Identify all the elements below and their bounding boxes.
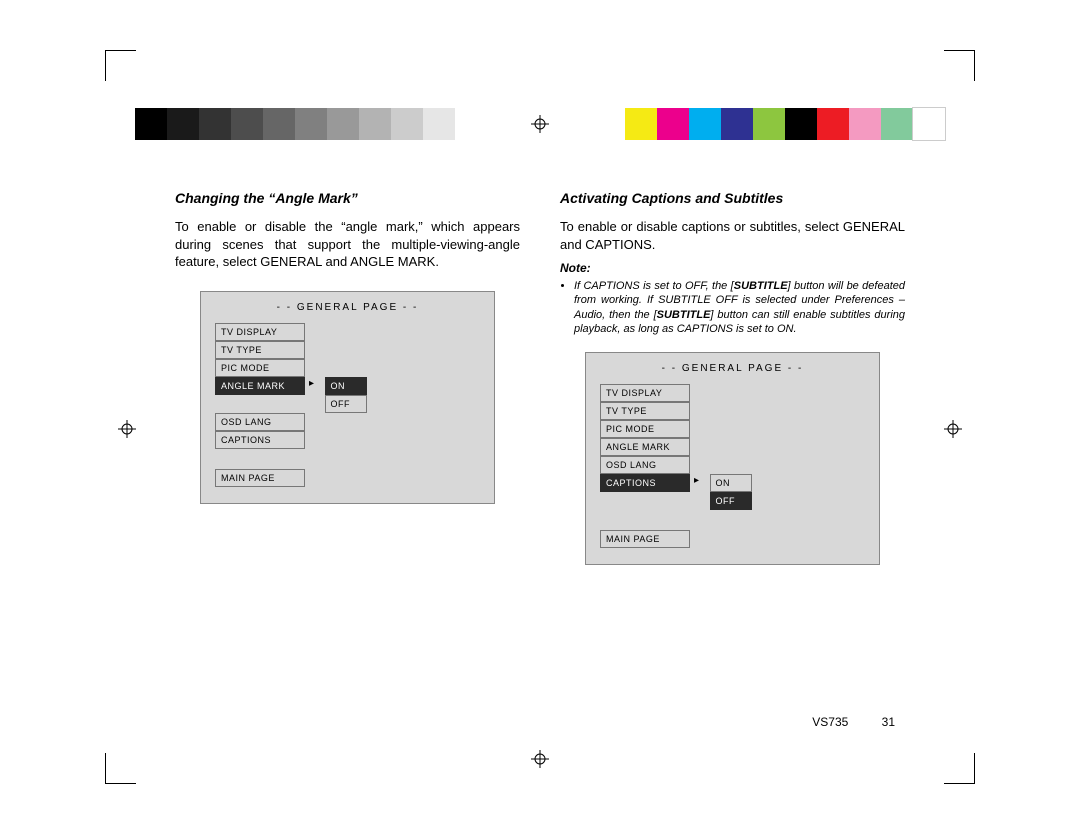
osd-option: ON bbox=[325, 377, 367, 395]
model-number: VS735 bbox=[812, 715, 848, 729]
swatch bbox=[327, 108, 359, 140]
swatch bbox=[849, 108, 881, 140]
crop-mark bbox=[944, 753, 975, 784]
registration-target-icon bbox=[531, 750, 549, 768]
osd-row: TV TYPE bbox=[215, 341, 480, 359]
crop-mark bbox=[105, 50, 136, 81]
osd-item: PIC MODE bbox=[215, 359, 305, 377]
osd-item: CAPTIONS bbox=[215, 431, 305, 449]
swatch bbox=[359, 108, 391, 140]
swatch bbox=[689, 108, 721, 140]
osd-title: - - GENERAL PAGE - - bbox=[215, 302, 480, 313]
grayscale-calibration-bar bbox=[135, 108, 455, 140]
right-column: Activating Captions and Subtitles To ena… bbox=[560, 190, 905, 565]
swatch bbox=[881, 108, 913, 140]
osd-row: PIC MODE bbox=[600, 420, 865, 438]
osd-row: OSD LANG bbox=[215, 413, 480, 431]
osd-row: ANGLE MARK▸ONOFF bbox=[215, 377, 480, 413]
swatch bbox=[199, 108, 231, 140]
osd-row: CAPTIONS bbox=[215, 431, 480, 449]
osd-row: OSD LANG bbox=[600, 456, 865, 474]
swatch bbox=[657, 108, 689, 140]
osd-title: - - GENERAL PAGE - - bbox=[600, 363, 865, 374]
osd-row: PIC MODE bbox=[215, 359, 480, 377]
swatch bbox=[913, 108, 945, 140]
osd-items: TV DISPLAYTV TYPEPIC MODEANGLE MARK▸ONOF… bbox=[215, 323, 480, 449]
osd-row: CAPTIONS▸ONOFF bbox=[600, 474, 865, 510]
osd-item: ANGLE MARK bbox=[600, 438, 690, 456]
osd-row: TV DISPLAY bbox=[600, 384, 865, 402]
crop-mark bbox=[944, 50, 975, 81]
osd-row: TV DISPLAY bbox=[215, 323, 480, 341]
osd-menu-captions: - - GENERAL PAGE - - TV DISPLAYTV TYPEPI… bbox=[585, 352, 880, 565]
osd-row: TV TYPE bbox=[600, 402, 865, 420]
swatch bbox=[263, 108, 295, 140]
osd-item: ANGLE MARK bbox=[215, 377, 305, 395]
swatch bbox=[625, 108, 657, 140]
osd-row: ANGLE MARK bbox=[600, 438, 865, 456]
registration-target-icon bbox=[531, 115, 549, 133]
body-paragraph: To enable or disable captions or subtitl… bbox=[560, 218, 905, 253]
swatch bbox=[391, 108, 423, 140]
swatch bbox=[231, 108, 263, 140]
body-paragraph: To enable or disable the “angle mark,” w… bbox=[175, 218, 520, 271]
osd-item: TV TYPE bbox=[215, 341, 305, 359]
osd-item: OSD LANG bbox=[600, 456, 690, 474]
osd-item: PIC MODE bbox=[600, 420, 690, 438]
osd-menu-angle-mark: - - GENERAL PAGE - - TV DISPLAYTV TYPEPI… bbox=[200, 291, 495, 504]
osd-item: OSD LANG bbox=[215, 413, 305, 431]
page-content: Changing the “Angle Mark” To enable or d… bbox=[175, 190, 905, 565]
section-heading: Changing the “Angle Mark” bbox=[175, 190, 520, 206]
registration-target-icon bbox=[118, 420, 136, 438]
crop-mark bbox=[105, 753, 136, 784]
osd-main-page: MAIN PAGE bbox=[600, 530, 690, 548]
page-footer: VS735 31 bbox=[782, 715, 895, 729]
osd-option: OFF bbox=[710, 492, 752, 510]
swatch bbox=[423, 108, 455, 140]
left-column: Changing the “Angle Mark” To enable or d… bbox=[175, 190, 520, 565]
swatch bbox=[295, 108, 327, 140]
page-number: 31 bbox=[882, 715, 895, 729]
registration-target-icon bbox=[944, 420, 962, 438]
osd-item: TV DISPLAY bbox=[215, 323, 305, 341]
color-calibration-bar bbox=[625, 108, 945, 140]
swatch bbox=[753, 108, 785, 140]
osd-option: OFF bbox=[325, 395, 367, 413]
swatch bbox=[785, 108, 817, 140]
osd-option: ON bbox=[710, 474, 752, 492]
osd-item: CAPTIONS bbox=[600, 474, 690, 492]
swatch bbox=[721, 108, 753, 140]
swatch bbox=[167, 108, 199, 140]
note-heading: Note: bbox=[560, 261, 905, 275]
section-heading: Activating Captions and Subtitles bbox=[560, 190, 905, 206]
swatch bbox=[135, 108, 167, 140]
note-text: If CAPTIONS is set to OFF, the [SUBTITLE… bbox=[560, 279, 905, 336]
osd-item: TV DISPLAY bbox=[600, 384, 690, 402]
osd-items: TV DISPLAYTV TYPEPIC MODEANGLE MARKOSD L… bbox=[600, 384, 865, 510]
osd-main-page: MAIN PAGE bbox=[215, 469, 305, 487]
osd-item: TV TYPE bbox=[600, 402, 690, 420]
swatch bbox=[817, 108, 849, 140]
